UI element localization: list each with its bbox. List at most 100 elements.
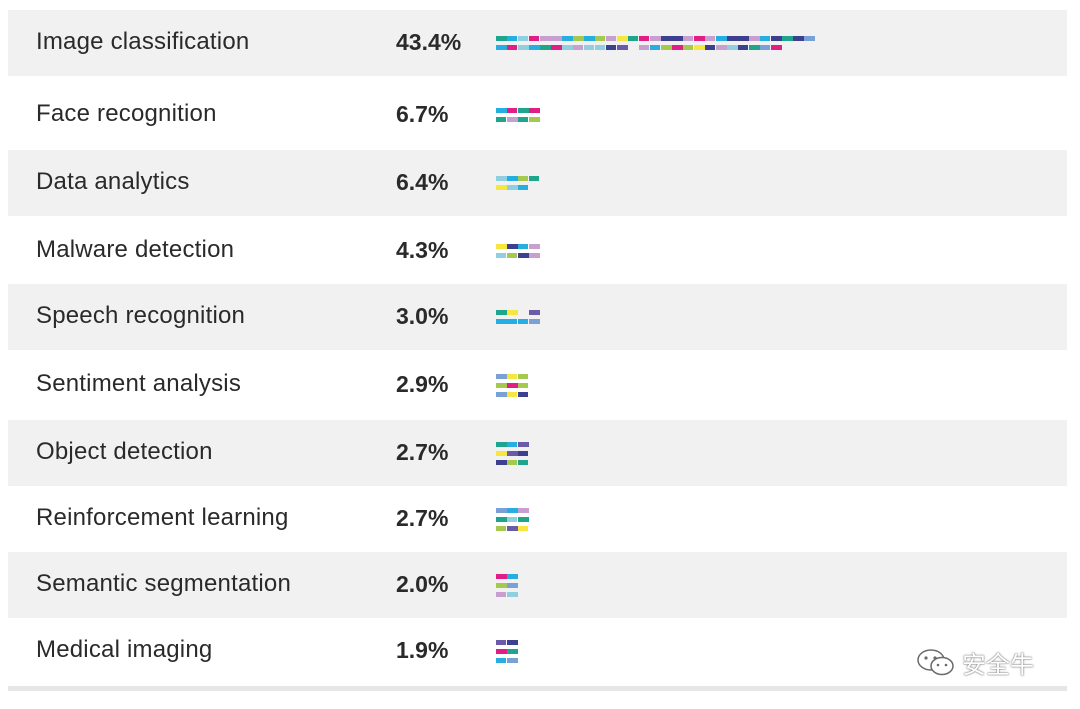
category-label: Malware detection xyxy=(36,236,235,263)
bar-segment xyxy=(496,45,507,50)
bar-segment xyxy=(606,45,616,50)
bar-segment xyxy=(496,36,507,41)
bar-segment xyxy=(584,45,594,50)
bar-segment xyxy=(507,573,518,579)
bar-mosaic xyxy=(496,507,529,531)
bar xyxy=(496,244,540,258)
bar-segment xyxy=(507,373,517,379)
bar-segment xyxy=(496,117,506,122)
bar-row: Face recognition 6.7% xyxy=(8,82,1067,148)
bar-segment xyxy=(507,117,518,122)
bar-segment xyxy=(507,253,517,258)
bar-segment xyxy=(496,450,507,456)
bar-segment xyxy=(496,507,507,513)
bar-segment xyxy=(639,36,649,41)
bar-segment xyxy=(529,108,540,113)
value-label: 2.9% xyxy=(396,371,449,397)
bar-segment xyxy=(683,45,693,50)
bar xyxy=(496,573,518,597)
bar-segment xyxy=(760,36,770,41)
bar-segment xyxy=(804,36,815,41)
bar-segment xyxy=(496,582,507,588)
value-label: 2.7% xyxy=(396,505,449,531)
bar-segment xyxy=(518,253,529,258)
value-label: 6.7% xyxy=(396,101,449,127)
bar-segment xyxy=(507,441,517,447)
bar-segment xyxy=(760,45,770,50)
bar-segment xyxy=(529,319,540,324)
bar-segment xyxy=(507,36,517,41)
bar-row: Medical imaging 1.9% xyxy=(8,618,1067,684)
bar xyxy=(496,373,529,397)
bar-segment xyxy=(529,36,539,41)
bar-segment xyxy=(782,36,793,41)
bar-segment xyxy=(496,310,507,315)
value-label: 2.0% xyxy=(396,571,449,597)
bar-segment xyxy=(507,310,518,315)
bar-segment xyxy=(507,108,517,113)
bar-mosaic xyxy=(496,108,540,122)
bar-segment xyxy=(694,36,705,41)
category-label: Reinforcement learning xyxy=(36,504,289,531)
bar-segment xyxy=(518,391,528,397)
value-label: 1.9% xyxy=(396,637,449,663)
bar-segment xyxy=(496,657,506,663)
bar-segment xyxy=(507,319,517,324)
bar-segment xyxy=(661,45,672,50)
bar-row: Malware detection 4.3% xyxy=(8,218,1067,284)
bar-segment xyxy=(529,45,540,50)
bar-segment xyxy=(584,36,595,41)
bar-segment xyxy=(507,450,518,456)
bar-segment xyxy=(507,391,517,397)
category-label: Semantic segmentation xyxy=(36,570,292,597)
value-label: 2.7% xyxy=(396,439,449,465)
bar-segment xyxy=(705,36,715,41)
bar-segment xyxy=(672,45,683,50)
bar-segment xyxy=(507,382,518,388)
bar-segment xyxy=(518,185,528,190)
bar-segment xyxy=(518,525,528,531)
bar-segment xyxy=(749,36,760,41)
bar-row: Sentiment analysis 2.9% xyxy=(8,352,1067,418)
bar-segment xyxy=(628,36,638,41)
bar xyxy=(496,108,540,122)
bar-segment xyxy=(496,441,507,447)
bar-segment xyxy=(496,516,507,522)
bar-segment xyxy=(507,244,518,249)
bar-segment xyxy=(518,441,529,447)
bar-segment xyxy=(518,45,529,50)
bar-segment xyxy=(518,117,528,122)
category-label: Sentiment analysis xyxy=(36,370,242,397)
bar xyxy=(496,176,540,190)
watermark-text: 安全牛 xyxy=(962,651,1034,679)
bar-segment xyxy=(518,507,529,513)
bar-segment xyxy=(771,36,782,41)
bar-segment xyxy=(507,459,517,465)
bar xyxy=(496,441,529,465)
bar-segment xyxy=(738,45,748,50)
bar-segment xyxy=(529,253,540,258)
bar-segment xyxy=(518,244,528,249)
bar-row: Image classification 43.4% xyxy=(8,10,1067,76)
value-label: 6.4% xyxy=(396,169,449,195)
bar-segment xyxy=(496,525,506,531)
bar-segment xyxy=(496,459,507,465)
bar xyxy=(496,310,540,324)
bar-segment xyxy=(683,36,693,41)
bar-segment xyxy=(661,36,672,41)
wechat-icon xyxy=(916,648,956,678)
bar-segment xyxy=(749,45,760,50)
bar-segment xyxy=(705,45,715,50)
bar-segment xyxy=(518,176,528,181)
bar-segment xyxy=(496,185,507,190)
bar-mosaic xyxy=(496,176,539,190)
bar-segment xyxy=(650,45,660,50)
bar-segment xyxy=(507,516,517,522)
bar-segment xyxy=(529,117,540,122)
bar-segment xyxy=(507,45,517,50)
bar-segment xyxy=(694,45,705,50)
category-label: Medical imaging xyxy=(36,636,213,663)
bar-segment xyxy=(738,36,749,41)
bar-mosaic xyxy=(496,441,529,465)
bar-segment xyxy=(551,36,562,41)
